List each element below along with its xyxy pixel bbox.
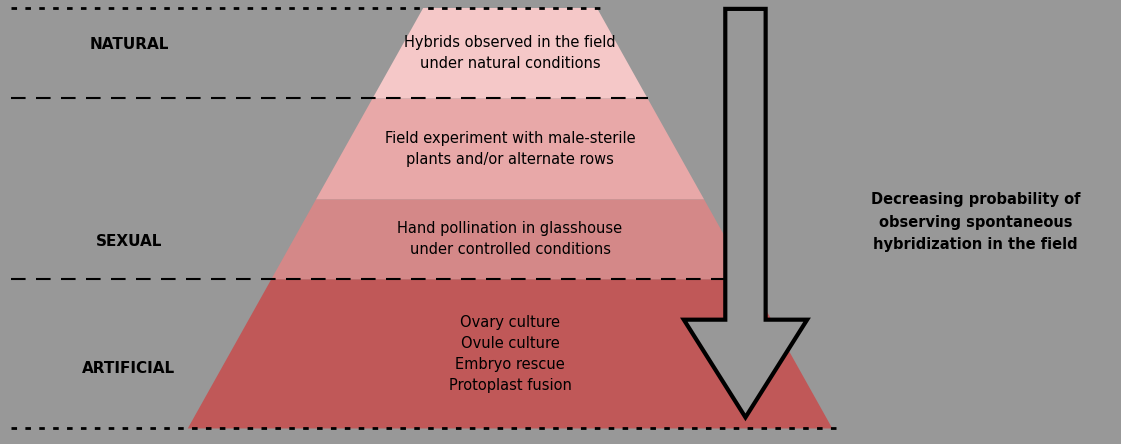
Text: Decreasing probability of
observing spontaneous
hybridization in the field: Decreasing probability of observing spon… [871, 192, 1080, 252]
Polygon shape [372, 8, 648, 99]
Polygon shape [316, 99, 704, 199]
Text: Ovary culture
Ovule culture
Embryo rescue
Protoplast fusion: Ovary culture Ovule culture Embryo rescu… [448, 315, 572, 393]
Polygon shape [684, 9, 807, 417]
Text: NATURAL: NATURAL [90, 37, 168, 52]
Text: Field experiment with male-sterile
plants and/or alternate rows: Field experiment with male-sterile plant… [385, 131, 636, 167]
Text: SEXUAL: SEXUAL [95, 234, 163, 250]
Text: Hybrids observed in the field
under natural conditions: Hybrids observed in the field under natu… [405, 35, 615, 71]
Text: Hand pollination in glasshouse
under controlled conditions: Hand pollination in glasshouse under con… [398, 221, 622, 257]
Polygon shape [271, 199, 749, 279]
Polygon shape [188, 279, 832, 428]
Text: ARTIFICIAL: ARTIFICIAL [82, 361, 176, 376]
